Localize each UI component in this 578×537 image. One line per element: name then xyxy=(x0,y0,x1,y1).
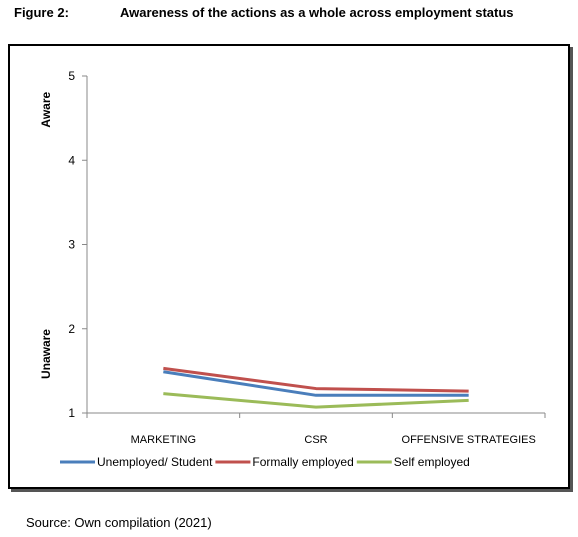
y-tick-label: 5 xyxy=(68,69,75,83)
y-label-aware: Aware xyxy=(39,91,53,127)
legend-label: Formally employed xyxy=(252,455,353,469)
series-line xyxy=(163,366,469,393)
x-tick-label: CSR xyxy=(304,434,327,446)
source-note: Source: Own compilation (2021) xyxy=(26,515,212,530)
y-tick-label: 2 xyxy=(68,322,75,336)
chart-frame: 1 2 3 4 5 MARKETING CSR OFFENSIVE STRATEGIES Awa… xyxy=(8,44,570,489)
legend-label: Self employed xyxy=(394,455,470,469)
x-tick-label: OFFENSIVE STRATEGIES xyxy=(402,434,536,446)
x-tick-label: MARKETING xyxy=(131,434,196,446)
figure-label: Figure 2: xyxy=(14,5,69,20)
line-chart: 1 2 3 4 5 MARKETING CSR OFFENSIVE STRATEGIES Awa… xyxy=(39,69,546,469)
y-tick-label: 1 xyxy=(68,406,75,420)
legend-label: Unemployed/ Student xyxy=(97,455,213,469)
series-line xyxy=(163,370,469,397)
series-line xyxy=(163,392,469,409)
chart-title: Awareness of the actions as a whole acro… xyxy=(120,5,514,20)
y-tick-label: 3 xyxy=(68,238,75,252)
y-tick-label: 4 xyxy=(68,153,75,167)
y-label-unaware: Unaware xyxy=(39,329,53,379)
